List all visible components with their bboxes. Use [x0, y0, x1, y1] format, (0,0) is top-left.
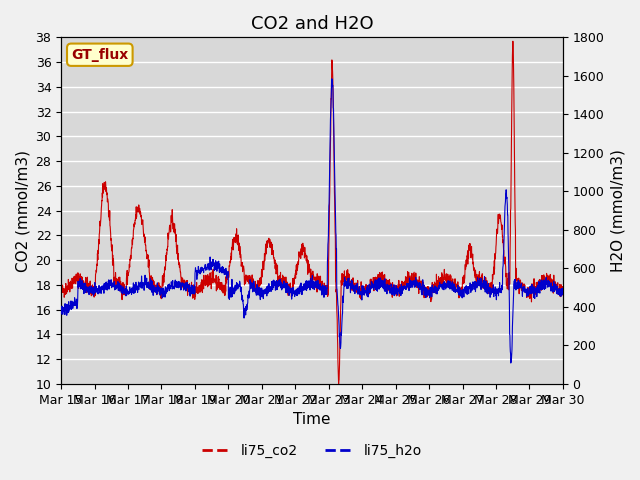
Y-axis label: H2O (mmol/m3): H2O (mmol/m3) — [610, 149, 625, 272]
Text: GT_flux: GT_flux — [71, 48, 129, 62]
Y-axis label: CO2 (mmol/m3): CO2 (mmol/m3) — [15, 150, 30, 272]
Title: CO2 and H2O: CO2 and H2O — [251, 15, 373, 33]
Legend: li75_co2, li75_h2o: li75_co2, li75_h2o — [196, 438, 428, 464]
X-axis label: Time: Time — [293, 412, 331, 427]
